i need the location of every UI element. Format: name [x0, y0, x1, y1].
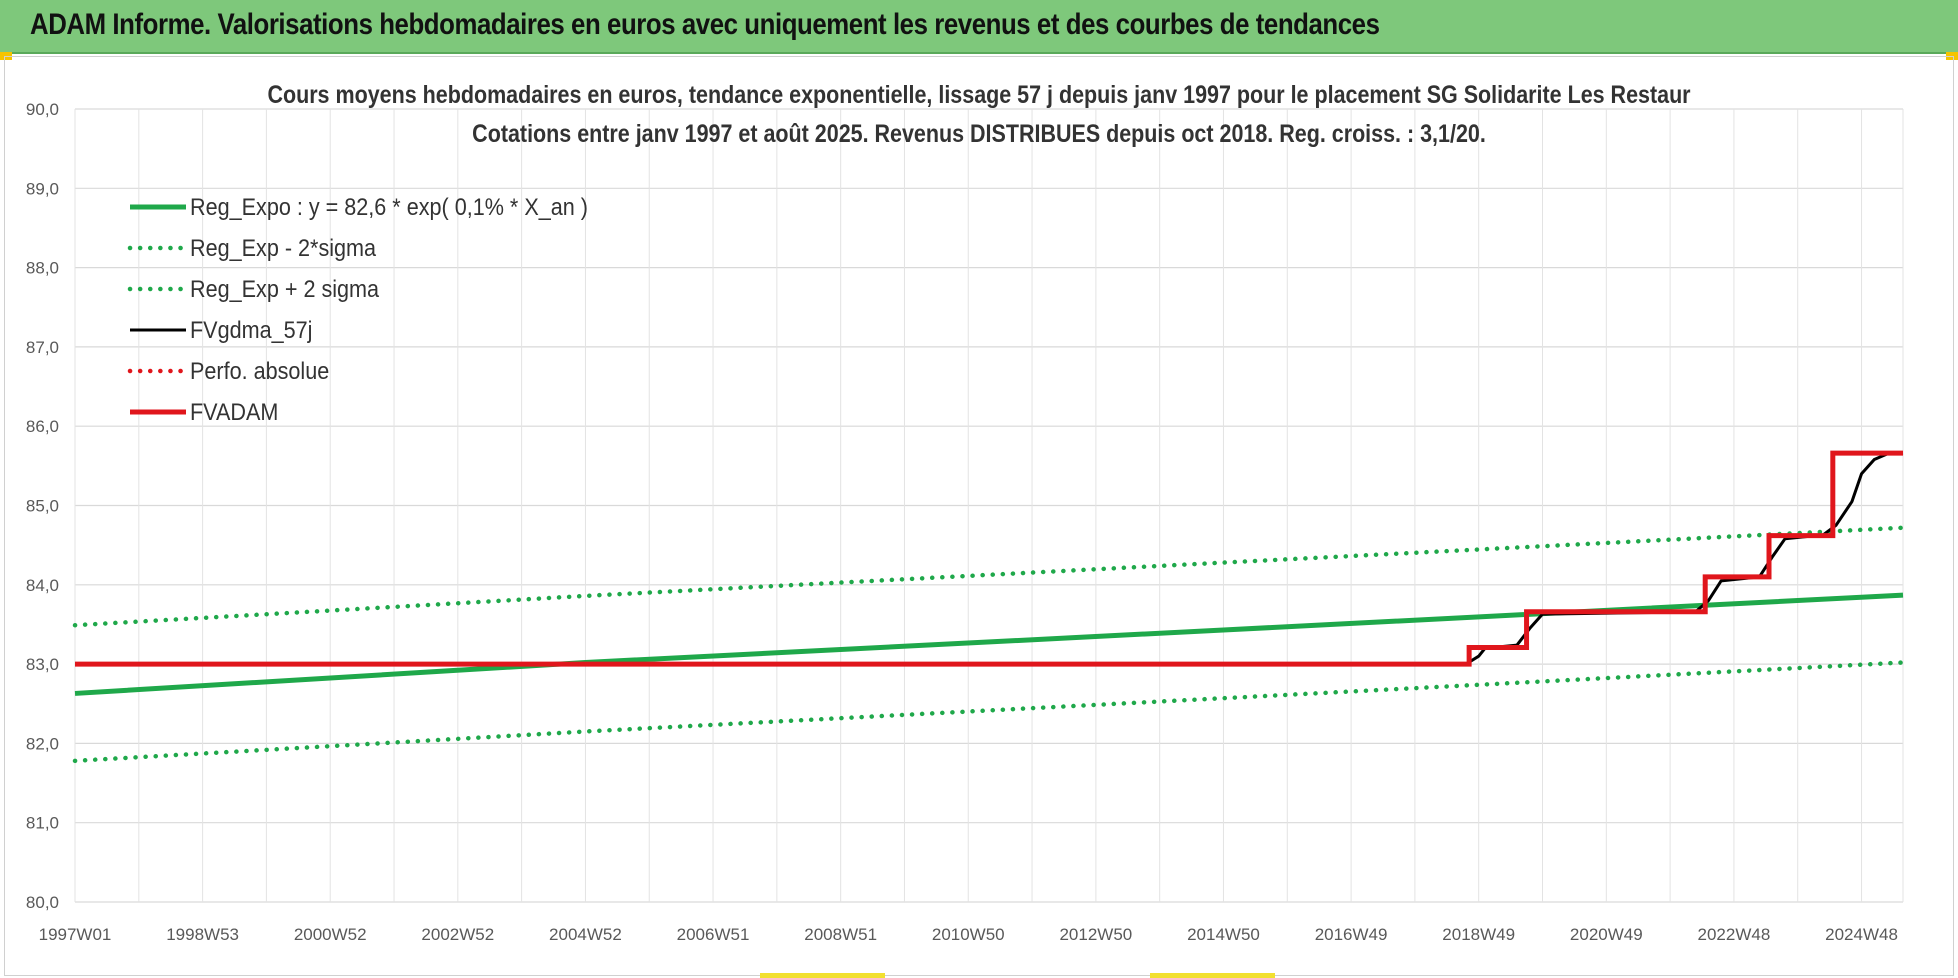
- x-tick-label: 2012W50: [1059, 925, 1132, 944]
- y-tick-label: 82,0: [26, 734, 59, 753]
- legend-label: Reg_Exp - 2*sigma: [190, 234, 376, 261]
- x-tick-label: 1998W53: [166, 925, 239, 944]
- bottom-tab-left: [760, 973, 885, 978]
- legend-label: FVADAM: [190, 398, 278, 425]
- x-tick-label: 2016W49: [1315, 925, 1388, 944]
- y-tick-label: 83,0: [26, 655, 59, 674]
- x-tick-label: 2000W52: [294, 925, 367, 944]
- series-line: [75, 451, 1904, 666]
- x-tick-label: 2014W50: [1187, 925, 1260, 944]
- y-tick-label: 85,0: [26, 497, 59, 516]
- x-tick-label: 2006W51: [677, 925, 750, 944]
- x-tick-label: 2018W49: [1442, 925, 1515, 944]
- page-title: ADAM Informe. Valorisations hebdomadaire…: [30, 8, 1380, 41]
- legend-label: Perfo. absolue: [190, 357, 329, 384]
- y-tick-label: 88,0: [26, 259, 59, 278]
- x-tick-label: 2024W48: [1825, 925, 1898, 944]
- x-tick-label: 2010W50: [932, 925, 1005, 944]
- chart-frame: [4, 56, 1954, 976]
- x-tick-label: 2002W52: [421, 925, 494, 944]
- chart-grid: [74, 108, 1904, 903]
- legend-label: Reg_Expo : y = 82,6 * exp( 0,1% * X_an ): [190, 193, 588, 220]
- x-tick-label: 1997W01: [39, 925, 112, 944]
- x-tick-label: 2004W52: [549, 925, 622, 944]
- series-line: [75, 450, 1903, 667]
- header-banner: ADAM Informe. Valorisations hebdomadaire…: [0, 0, 1958, 54]
- x-tick-label: 2022W48: [1698, 925, 1771, 944]
- legend-label: FVgdma_57j: [190, 316, 312, 343]
- y-tick-label: 90,0: [26, 100, 59, 119]
- x-tick-label: 2020W49: [1570, 925, 1643, 944]
- chart-subtitle: Cotations entre janv 1997 et août 2025. …: [472, 119, 1486, 147]
- chart-legend: Reg_Expo : y = 82,6 * exp( 0,1% * X_an )…: [127, 193, 588, 425]
- chart-title: Cours moyens hebdomadaires en euros, ten…: [267, 80, 1690, 108]
- x-axis-ticks: 1997W01 1998W53 2000W52 2002W52 2004W52 2006W…: [39, 925, 1898, 944]
- legend-label: Reg_Exp + 2 sigma: [190, 275, 379, 302]
- y-tick-label: 86,0: [26, 417, 59, 436]
- y-axis-ticks: 80,0 81,0 82,0 83,0 84,0 85,0 86,0 87,0 88,0 89,0…: [26, 100, 59, 912]
- y-tick-label: 84,0: [26, 576, 59, 595]
- bottom-tab-right: [1150, 973, 1275, 978]
- y-tick-label: 87,0: [26, 338, 59, 357]
- x-tick-label: 2008W51: [804, 925, 877, 944]
- chart-series: [72, 450, 1906, 764]
- y-tick-label: 81,0: [26, 814, 59, 833]
- y-tick-label: 89,0: [26, 179, 59, 198]
- y-tick-label: 80,0: [26, 893, 59, 912]
